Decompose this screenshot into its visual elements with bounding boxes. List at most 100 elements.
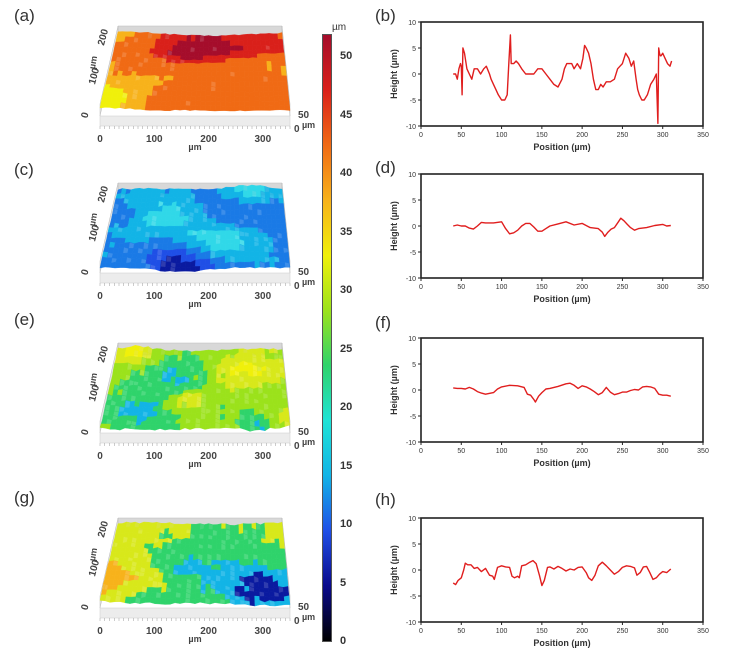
surface-z-tick-label: 50	[298, 602, 310, 613]
panel-label-h: (h)	[375, 490, 396, 509]
surface-tick-rail	[99, 443, 291, 446]
colorbar-tick-label: 25	[340, 342, 353, 355]
x-tick-label: 250	[617, 284, 629, 291]
x-axis-label: Position (µm)	[533, 638, 590, 648]
surface-mesh	[99, 344, 291, 432]
surface-y-tick-label: 0	[80, 111, 92, 120]
surface-y-tick-label: 0	[80, 603, 92, 612]
y-tick-label: 0	[412, 388, 416, 395]
surface-base	[99, 607, 291, 619]
surface-x-tick-label: 200	[200, 291, 217, 302]
surface-x-tick-label: 100	[146, 291, 163, 302]
x-tick-label: 0	[419, 448, 423, 455]
x-tick-label: 50	[457, 628, 465, 635]
x-tick-label: 250	[617, 132, 629, 139]
surface-y-tick-label: 200	[96, 27, 111, 46]
x-tick-label: 300	[657, 132, 669, 139]
x-tick-label: 300	[657, 284, 669, 291]
surface-x-axis-unit: µm	[188, 459, 201, 469]
surface-mesh	[99, 521, 291, 607]
surface-z-tick-label: 0	[294, 281, 300, 292]
surface-z-tick-label: 50	[298, 267, 310, 278]
colorbar-tick-label: 5	[340, 576, 347, 589]
plot-frame	[420, 517, 704, 623]
surface-y-axis-unit: µm	[87, 55, 99, 70]
x-tick-label: 100	[496, 628, 508, 635]
panel-label-b: (b)	[375, 6, 396, 25]
surface-z-tick-label: 0	[294, 441, 300, 452]
surface-y-axis-unit: µm	[87, 212, 99, 227]
x-tick-label: 0	[419, 132, 423, 139]
y-tick-label: -5	[410, 98, 416, 105]
y-tick-label: -5	[410, 594, 416, 601]
surface-x-axis-unit: µm	[188, 299, 201, 309]
surface-x-tick-label: 300	[255, 291, 272, 302]
y-tick-label: 0	[412, 72, 416, 79]
surface-y-tick-label: 100	[87, 223, 102, 242]
x-tick-label: 0	[419, 284, 423, 291]
surface-y-axis-unit: µm	[87, 547, 99, 562]
y-tick-label: 10	[408, 336, 416, 343]
surface-x-tick-label: 300	[255, 451, 272, 462]
surface-tick-rail	[99, 126, 291, 129]
colorbar-tick-label: 30	[340, 284, 353, 297]
x-tick-label: 350	[697, 628, 709, 635]
x-tick-label: 50	[457, 448, 465, 455]
surface-x-tick-label: 200	[200, 134, 217, 145]
surface-x-tick-label: 0	[97, 134, 103, 145]
x-tick-label: 200	[576, 284, 588, 291]
y-tick-label: -5	[410, 414, 416, 421]
x-tick-label: 150	[536, 628, 548, 635]
profile-line	[453, 382, 671, 403]
x-axis-label: Position (µm)	[533, 294, 590, 304]
panel-label-e: (e)	[14, 310, 35, 329]
y-tick-label: 0	[412, 568, 416, 575]
panel-label-c: (c)	[14, 160, 34, 179]
surface-z-tick-label: 50	[298, 110, 310, 121]
y-tick-label: 5	[412, 542, 416, 549]
surface-z-tick-label: 0	[294, 124, 300, 135]
y-tick-label: 5	[412, 362, 416, 369]
y-tick-label: 10	[408, 20, 416, 27]
y-tick-label: -5	[410, 250, 416, 257]
surface-mesh	[99, 31, 291, 112]
surface-tick-rail	[99, 618, 291, 621]
y-tick-label: 0	[412, 224, 416, 231]
surface-z-axis-unit: µm	[302, 612, 315, 622]
plot-frame	[420, 21, 704, 127]
panel-label-d: (d)	[375, 158, 396, 177]
surface-tick-rail	[99, 283, 291, 286]
panel-label-a: (a)	[14, 6, 35, 25]
x-tick-label: 150	[536, 448, 548, 455]
x-tick-label: 0	[419, 628, 423, 635]
surface-x-tick-label: 0	[97, 451, 103, 462]
colorbar-unit: µm	[332, 22, 347, 33]
colorbar-tick-label: 20	[340, 401, 353, 414]
surface-x-tick-label: 300	[255, 134, 272, 145]
surface-y-tick-label: 200	[96, 184, 111, 203]
colorbar-tick-label: 35	[340, 225, 353, 238]
x-tick-label: 350	[697, 284, 709, 291]
colorbar-tick-label: 0	[340, 635, 347, 647]
surface-x-tick-label: 200	[200, 451, 217, 462]
surface-y-tick-label: 200	[96, 344, 111, 363]
surface-y-tick-label: 100	[87, 66, 102, 85]
colorbar-tick-label: 50	[340, 50, 353, 63]
x-tick-label: 50	[457, 132, 465, 139]
surface-z-tick-label: 50	[298, 427, 310, 438]
x-tick-label: 350	[697, 448, 709, 455]
surface-z-axis-unit: µm	[302, 120, 315, 130]
surface-x-axis-unit: µm	[188, 142, 201, 152]
y-tick-label: 10	[408, 516, 416, 523]
surface-x-tick-label: 100	[146, 626, 163, 637]
surface-x-tick-label: 0	[97, 626, 103, 637]
colorbar-tick-label: 40	[340, 167, 353, 180]
colorbar-tick-label: 10	[340, 518, 353, 531]
surface-y-tick-label: 200	[96, 519, 111, 538]
surface-base	[99, 115, 291, 127]
x-tick-label: 150	[536, 284, 548, 291]
